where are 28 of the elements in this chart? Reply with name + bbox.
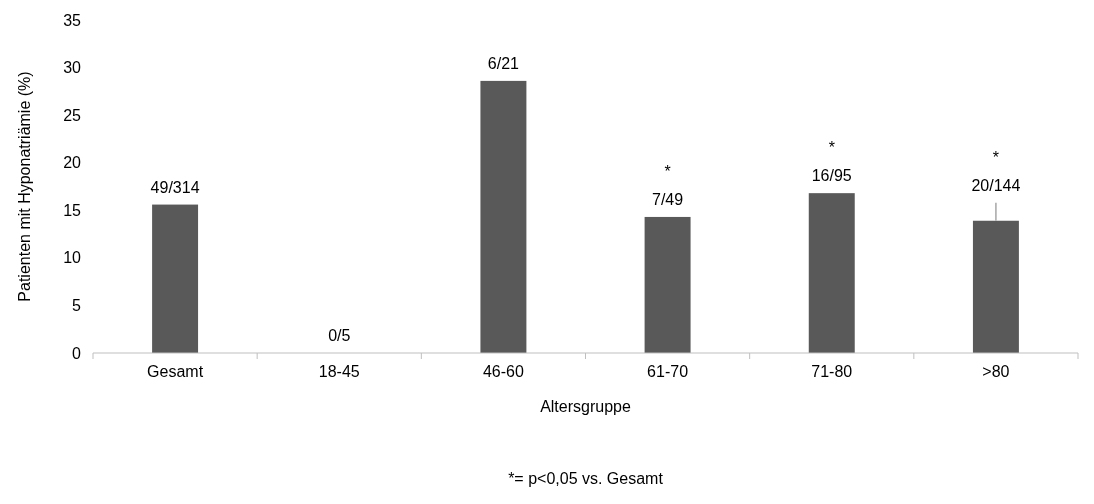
x-tick-label: 71-80 [811,363,853,380]
data-label: * 16/95 [811,139,852,185]
x-tick-label: Gesamt [147,363,204,380]
x-tick-label: 46-60 [482,363,524,380]
y-tick-label: 35 [63,11,82,29]
y-tick-label: 5 [72,297,82,315]
y-tick-label: 10 [63,249,82,267]
text: *= p<0,05 vs. Gesamt [508,470,664,487]
y-tick-label: 25 [63,106,82,124]
y-tick-label: 30 [63,59,82,77]
y-tick-label: 0 [72,344,82,362]
data-label: * 20/144 [971,148,1021,194]
x-tick-label: 61-70 [647,363,689,380]
bar [972,220,1019,353]
x-tick-label: 18-45 [318,363,360,380]
x-tick-label: >80 [982,363,1010,380]
bar [808,193,855,353]
y-tick-label: 20 [63,154,82,172]
data-label: * 7/49 [652,162,684,208]
y-tick-label: 15 [63,201,82,219]
x-axis-title: Altersgruppe [540,398,631,415]
data-label: 6/21 [487,54,520,72]
bar [152,204,199,353]
data-label: 0/5 [328,327,351,344]
bar [480,80,527,353]
data-label: 49/314 [150,178,200,196]
bar [644,216,691,353]
y-axis-title: Patienten mit Hyponatriämie (%) [15,71,33,302]
